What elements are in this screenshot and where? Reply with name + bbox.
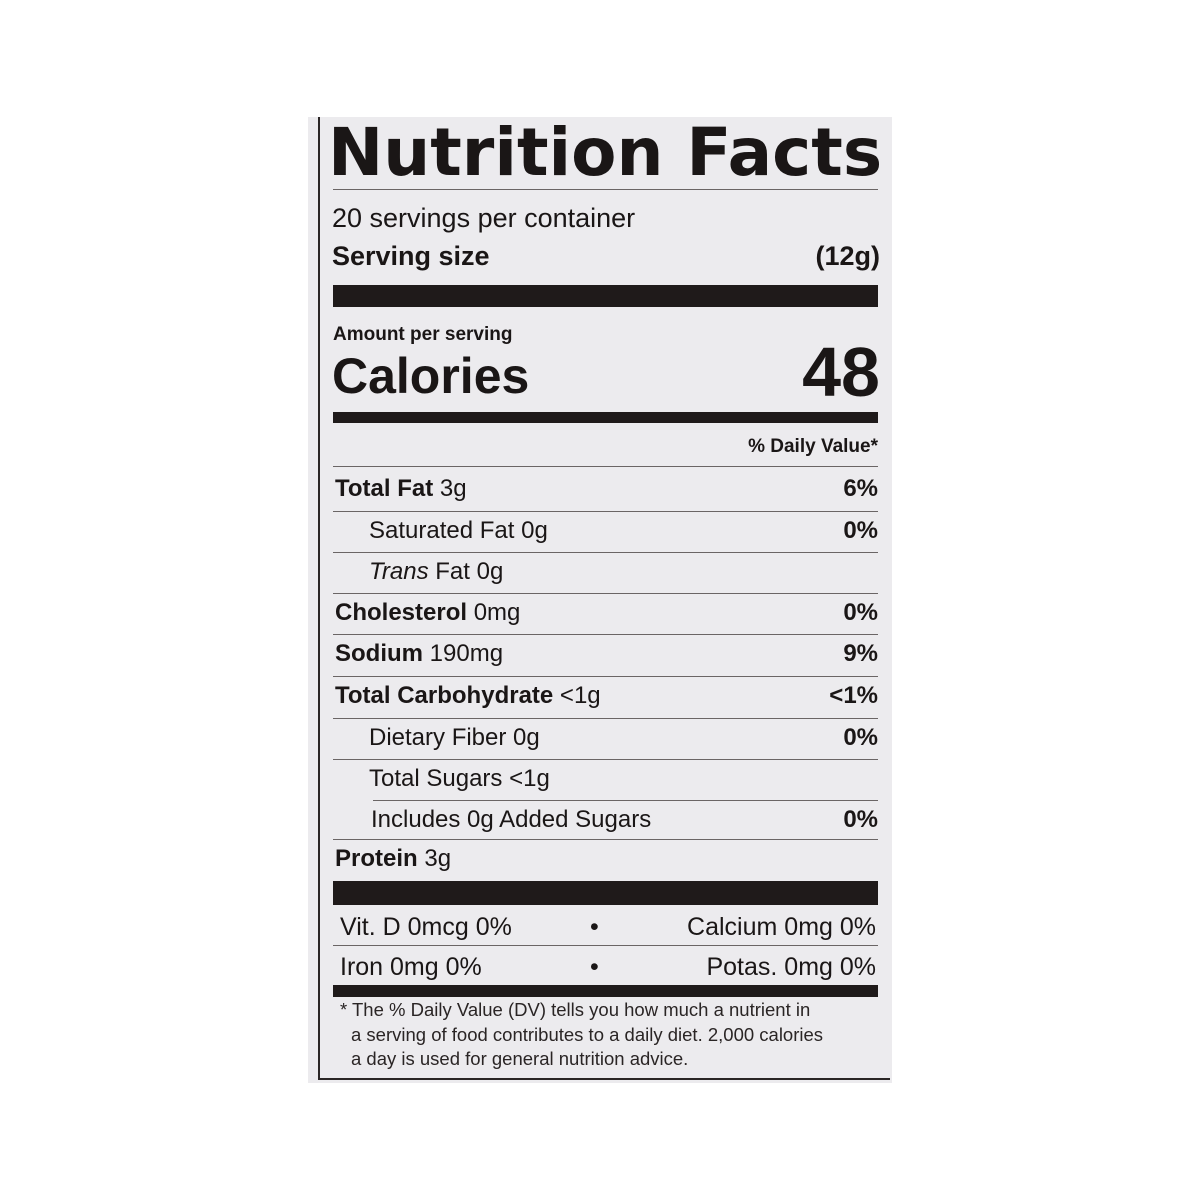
bullet-separator: •	[590, 953, 599, 981]
row-divider	[333, 511, 878, 512]
nutrient-name: Total Carbohydrate <1g	[335, 679, 601, 713]
bullet-separator: •	[590, 913, 599, 941]
nutrient-amount: 0mg	[473, 599, 521, 626]
nutrient-name: Includes 0g Added Sugars	[371, 803, 651, 837]
nutrient-amount: 0g	[476, 558, 504, 585]
vitamin-row: Vit. D 0mcg 0% • Calcium 0mg 0%	[340, 910, 876, 944]
nutrient-name: Dietary Fiber 0g	[369, 721, 540, 755]
nutrient-name: Protein 3g	[335, 842, 451, 876]
nutrient-row: Total Carbohydrate <1g <1%	[333, 679, 878, 713]
nutrient-name: Trans Fat 0g	[369, 555, 503, 589]
nutrient-label: Total Carbohydrate	[335, 682, 554, 709]
nutrient-amount: <1g	[559, 682, 601, 709]
nutrient-label-suffix: Fat	[435, 558, 470, 585]
nutrient-label: Total Fat	[335, 475, 434, 502]
nutrient-daily-value: 0%	[843, 517, 878, 544]
nutrient-row: Dietary Fiber 0g 0%	[333, 721, 878, 755]
nutrient-label: Trans	[369, 558, 429, 585]
nutrient-daily-value: 0%	[843, 806, 878, 833]
row-divider	[373, 800, 878, 801]
nutrient-amount: 3g	[439, 475, 467, 502]
calories-label: Calories	[332, 348, 530, 404]
footnote-line: * The % Daily Value (DV) tells you how m…	[340, 999, 811, 1020]
row-divider	[333, 839, 878, 840]
vitamin-row: Iron 0mg 0% • Potas. 0mg 0%	[340, 950, 876, 984]
calories-value: 48	[802, 333, 880, 411]
nutrient-name: Total Fat 3g	[335, 472, 467, 506]
vitamin-left: Vit. D 0mcg 0%	[340, 913, 512, 941]
nutrient-row: Includes 0g Added Sugars 0%	[333, 803, 878, 837]
nutrient-amount: 190mg	[429, 640, 504, 667]
nutrient-amount: 0g	[513, 724, 540, 751]
vitamin-left: Iron 0mg 0%	[340, 953, 482, 981]
servings-per-container: 20 servings per container	[332, 203, 636, 233]
label-title: Nutrition Facts	[328, 114, 883, 191]
nutrient-row: Trans Fat 0g	[333, 555, 878, 589]
nutrient-label: Dietary Fiber	[369, 724, 507, 751]
medium-divider	[333, 985, 878, 997]
medium-divider	[333, 412, 878, 423]
row-divider	[333, 718, 878, 719]
nutrient-row: Cholesterol 0mg 0%	[333, 596, 878, 630]
nutrient-amount: <1g	[509, 765, 550, 792]
nutrient-label: Saturated Fat	[369, 517, 515, 544]
nutrient-name: Sodium 190mg	[335, 637, 503, 671]
nutrient-daily-value: 9%	[843, 640, 878, 667]
nutrient-daily-value: 6%	[843, 475, 878, 502]
nutrition-label-panel	[308, 117, 892, 1083]
row-divider	[333, 945, 878, 946]
vitamin-right: Calcium 0mg 0%	[687, 913, 876, 941]
footnote: * The % Daily Value (DV) tells you how m…	[340, 998, 823, 1072]
nutrient-name: Total Sugars <1g	[369, 762, 550, 796]
nutrient-name: Cholesterol 0mg	[335, 596, 520, 630]
nutrient-row: Total Fat 3g 6%	[333, 472, 878, 506]
serving-size-value: (12g)	[815, 241, 880, 271]
nutrient-daily-value: 0%	[843, 599, 878, 626]
thick-divider	[333, 285, 878, 307]
row-divider	[333, 552, 878, 553]
vitamin-right: Potas. 0mg 0%	[706, 953, 876, 981]
nutrient-label: Cholesterol	[335, 599, 468, 626]
nutrient-name: Saturated Fat 0g	[369, 514, 548, 548]
nutrient-label: Total Sugars	[369, 765, 503, 792]
label-border	[318, 117, 890, 1080]
nutrient-row: Protein 3g	[333, 842, 878, 876]
nutrient-daily-value: <1%	[829, 682, 878, 709]
footnote-line: a day is used for general nutrition advi…	[351, 1048, 689, 1069]
row-divider	[333, 634, 878, 635]
row-divider	[333, 593, 878, 594]
nutrient-amount: 3g	[424, 845, 452, 872]
footnote-line: a serving of food contributes to a daily…	[351, 1023, 824, 1045]
row-divider	[333, 466, 878, 467]
nutrient-label: Includes 0g Added Sugars	[371, 806, 652, 833]
nutrient-label: Protein	[335, 845, 418, 872]
divider	[333, 189, 878, 190]
nutrient-label: Sodium	[335, 640, 423, 667]
row-divider	[333, 676, 878, 677]
row-divider	[333, 759, 878, 760]
nutrient-row: Saturated Fat 0g 0%	[333, 514, 878, 548]
nutrient-row: Total Sugars <1g	[333, 762, 878, 796]
thick-divider	[333, 881, 878, 905]
nutrient-amount: 0g	[521, 517, 548, 544]
nutrient-row: Sodium 190mg 9%	[333, 637, 878, 671]
serving-size-label: Serving size	[332, 241, 490, 271]
nutrient-daily-value: 0%	[843, 724, 878, 751]
amount-per-serving: Amount per serving	[333, 324, 513, 345]
daily-value-header: % Daily Value*	[748, 436, 878, 457]
